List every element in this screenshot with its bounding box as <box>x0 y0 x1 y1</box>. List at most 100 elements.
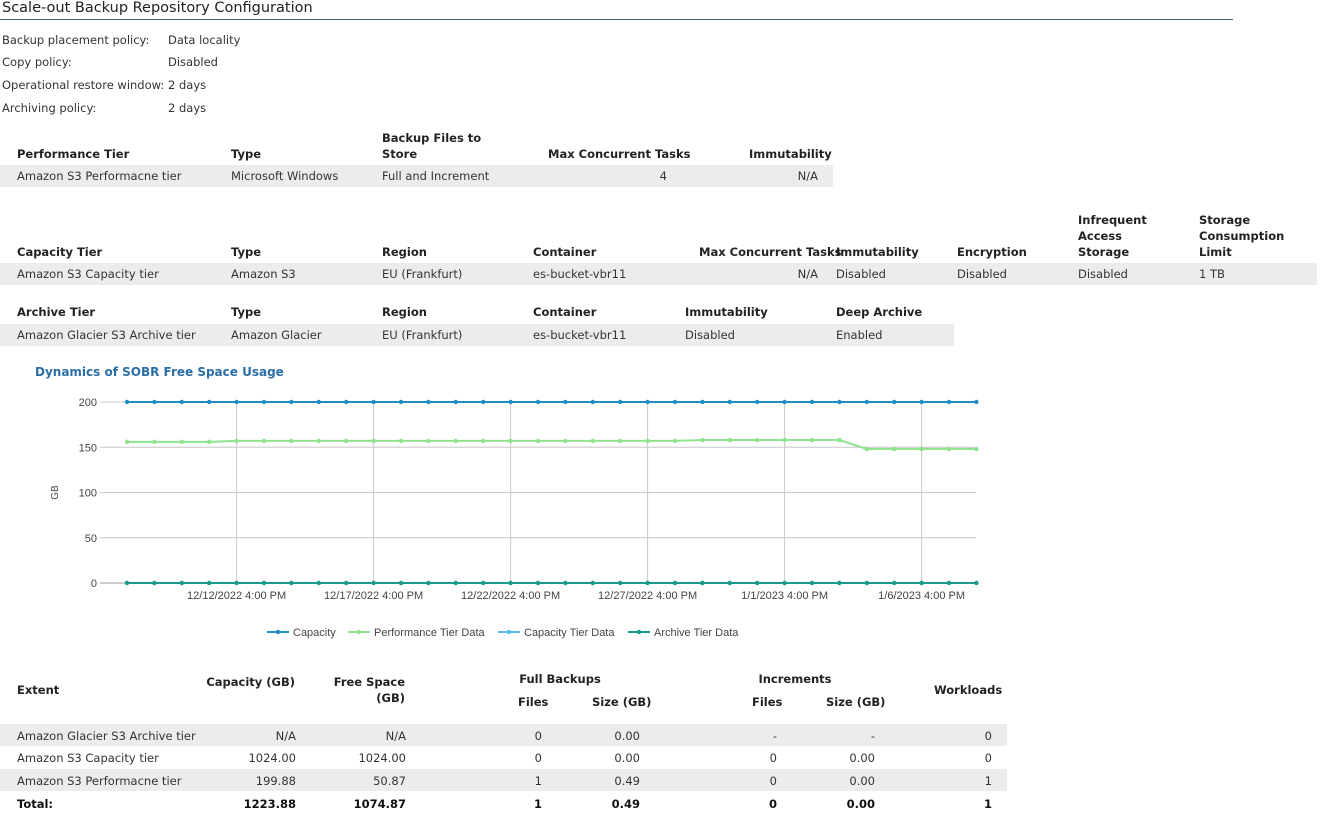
data-point <box>508 399 513 405</box>
data-point <box>618 399 623 405</box>
ext-cell-free: 1024.00 <box>358 751 406 765</box>
table-row <box>0 324 954 346</box>
ext-total-full-size: 0.49 <box>611 797 640 811</box>
data-point <box>645 580 650 586</box>
data-point <box>727 399 732 405</box>
arc-cell-immutability: Disabled <box>685 328 735 342</box>
data-point <box>508 438 513 444</box>
data-point <box>344 580 349 586</box>
data-point <box>344 438 349 444</box>
data-point <box>234 399 239 405</box>
data-point <box>453 399 458 405</box>
data-point <box>782 580 787 586</box>
data-point <box>371 399 376 405</box>
perf-header-tier: Performance Tier <box>17 147 130 161</box>
data-point <box>919 399 924 405</box>
x-tick-label: 12/27/2022 4:00 PM <box>598 590 697 602</box>
data-point <box>700 399 705 405</box>
data-point <box>946 580 952 586</box>
data-point <box>563 438 568 444</box>
cap-cell-infrequent-access: Disabled <box>1078 267 1128 281</box>
data-point <box>755 399 760 405</box>
data-point <box>892 446 897 452</box>
data-point <box>864 399 869 405</box>
y-tick-label: 100 <box>79 488 97 500</box>
data-point <box>919 446 924 452</box>
arc-cell-region: EU (Frankfurt) <box>382 328 463 342</box>
cap-cell-encryption: Disabled <box>957 267 1007 281</box>
legend-swatch-dot <box>636 629 642 635</box>
x-tick-label: 1/6/2023 4:00 PM <box>878 590 965 602</box>
ext-header-workloads: Workloads <box>934 683 1003 697</box>
cap-header-infrequent-access: Infrequent Access Storage <box>1078 213 1147 259</box>
data-point <box>261 438 267 444</box>
perf-cell-max-tasks: 4 <box>659 169 667 183</box>
data-point <box>809 580 815 586</box>
x-tick-label: 12/12/2022 4:00 PM <box>187 590 286 602</box>
ext-total-workloads: 1 <box>983 797 992 811</box>
cap-cell-tier: Amazon S3 Capacity tier <box>17 267 159 281</box>
data-point <box>289 399 294 405</box>
legend-label: Capacity <box>293 627 336 639</box>
data-point <box>618 580 623 586</box>
cap-cell-container: es-bucket-vbr11 <box>533 267 627 281</box>
free-space-chart: 0 50 100 150 200 12/12/2022 4:00 PM 12/17/2022… <box>50 397 979 639</box>
data-point <box>179 399 184 405</box>
perf-header-type: Type <box>231 147 262 161</box>
data-point <box>727 437 732 443</box>
data-point <box>426 438 431 444</box>
data-point <box>645 399 650 405</box>
data-point <box>508 580 513 586</box>
legend-label: Performance Tier Data <box>374 627 486 639</box>
ext-header-full-files: Files <box>518 695 549 709</box>
ext-cell-full-size: 0.00 <box>614 751 640 765</box>
data-point <box>700 437 705 443</box>
data-point <box>261 399 267 405</box>
ext-header-inc-files: Files <box>752 695 783 709</box>
data-point <box>316 399 321 405</box>
data-point <box>755 437 760 443</box>
arc-cell-tier: Amazon Glacier S3 Archive tier <box>17 328 196 342</box>
data-point <box>864 580 869 586</box>
arc-header-container: Container <box>533 305 597 319</box>
ext-cell-full-files: 0 <box>534 729 542 743</box>
ext-cell-inc-size: - <box>870 729 875 743</box>
data-point <box>289 580 294 586</box>
data-point <box>809 399 815 405</box>
ext-header-capacity: Capacity (GB) <box>206 675 295 689</box>
cap-header-container: Container <box>533 245 597 259</box>
cap-header-max-tasks: Max Concurrent Tasks <box>699 245 842 259</box>
data-point <box>672 399 678 405</box>
data-point <box>535 399 541 405</box>
cap-cell-type: Amazon S3 <box>231 267 296 281</box>
data-point <box>481 580 486 586</box>
legend-swatch-dot <box>275 629 281 635</box>
data-point <box>481 438 486 444</box>
ext-header-extent: Extent <box>17 683 60 697</box>
data-point <box>974 446 979 452</box>
data-point <box>535 438 541 444</box>
title-divider <box>0 19 1233 20</box>
data-point <box>371 580 376 586</box>
archiving-policy-label: Archiving policy: <box>2 101 97 115</box>
data-point <box>974 399 979 405</box>
data-point <box>946 446 952 452</box>
chart-title: Dynamics of SOBR Free Space Usage <box>35 365 284 379</box>
ext-header-full-backups: Full Backups <box>519 672 601 686</box>
data-point <box>672 438 678 444</box>
perf-header-max-tasks: Max Concurrent Tasks <box>548 147 691 161</box>
data-point <box>700 580 705 586</box>
legend-swatch-dot <box>506 629 512 635</box>
arc-cell-container: es-bucket-vbr11 <box>533 328 627 342</box>
x-tick-label: 12/17/2022 4:00 PM <box>324 590 423 602</box>
arc-header-immutability: Immutability <box>685 305 768 319</box>
cap-cell-consumption-limit: 1 TB <box>1199 267 1225 281</box>
ext-total-inc-size: 0.00 <box>846 797 875 811</box>
data-point <box>755 580 760 586</box>
y-tick-label: 150 <box>79 442 97 454</box>
data-point <box>289 438 294 444</box>
ext-total-full-files: 1 <box>533 797 542 811</box>
archiving-policy-value: 2 days <box>168 101 207 115</box>
data-point <box>919 580 924 586</box>
data-point <box>426 399 431 405</box>
